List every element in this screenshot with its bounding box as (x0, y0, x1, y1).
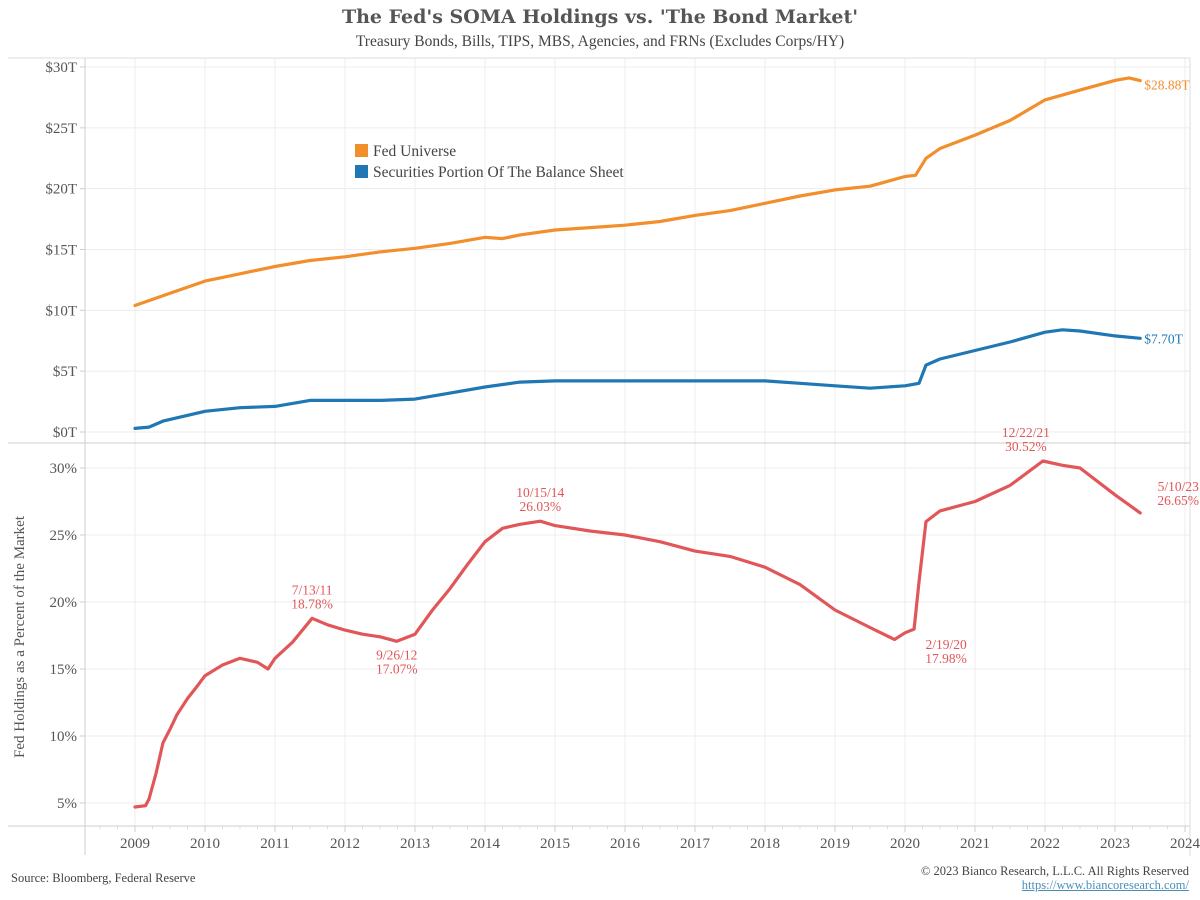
y-tick-label-top: $10T (45, 303, 77, 319)
annotation-value: 17.07% (376, 661, 418, 676)
y-tick-label-top: $15T (45, 243, 77, 259)
y-tick-label-top: $25T (45, 121, 77, 137)
source-note: Source: Bloomberg, Federal Reserve (11, 871, 196, 885)
x-tick-label: 2017 (680, 836, 711, 852)
x-tick-label: 2020 (890, 836, 920, 852)
annotation-date: 9/26/12 (376, 647, 417, 662)
annotation-value: 26.65% (1157, 493, 1199, 508)
x-tick-label: 2018 (750, 836, 780, 852)
labels-layer: 2009 2010 2011 2012 2013 2014 2015 2016 2017 2018… (45, 60, 1200, 852)
grid-layer (85, 58, 1190, 826)
annotation-date: 12/22/21 (1002, 425, 1050, 440)
x-tick-label: 2012 (330, 836, 360, 852)
annotation-value: 26.03% (519, 499, 561, 514)
x-tick-label: 2024 (1170, 836, 1200, 852)
legend-swatch-securities (355, 165, 368, 178)
x-tick-label: 2011 (260, 836, 289, 852)
x-tick-label: 2021 (960, 836, 990, 852)
y-tick-label-bottom: 15% (50, 662, 78, 678)
x-tick-label: 2022 (1030, 836, 1060, 852)
x-tick-label: 2010 (190, 836, 220, 852)
annotation-value: 18.78% (291, 596, 333, 611)
x-tick-label: 2014 (470, 836, 501, 852)
y-tick-label-top: $20T (45, 182, 77, 198)
legend-label-securities: Securities Portion Of The Balance Sheet (373, 164, 624, 181)
annotation-date: 10/15/14 (516, 485, 564, 500)
chart-title: The Fed's SOMA Holdings vs. 'The Bond Ma… (341, 6, 859, 28)
y-tick-label-top: $30T (45, 60, 77, 76)
y-tick-label-top: $0T (53, 425, 77, 441)
y-tick-label-bottom: 30% (50, 461, 78, 477)
annotation-value: 17.98% (925, 651, 967, 666)
end-label-securities: $7.70T (1144, 331, 1183, 346)
annotation-date: 2/19/20 (925, 637, 967, 652)
copyright-block: © 2023 Bianco Research, L.L.C. All Right… (921, 864, 1189, 892)
y-tick-label-top: $5T (53, 364, 77, 380)
website-link[interactable]: https://www.biancoresearch.com/ (1021, 878, 1189, 892)
copyright-text: © 2023 Bianco Research, L.L.C. All Right… (920, 864, 1189, 878)
x-tick-label: 2015 (540, 836, 570, 852)
end-label-fed-universe: $28.88T (1144, 78, 1190, 93)
series-line-securities (133, 328, 1142, 430)
y-tick-label-bottom: 5% (57, 796, 77, 812)
y-axis-label-bottom: Fed Holdings as a Percent of the Market (12, 515, 28, 758)
chart-subtitle: Treasury Bonds, Bills, TIPS, MBS, Agenci… (355, 33, 845, 50)
x-tick-label: 2013 (400, 836, 430, 852)
x-tick-label: 2019 (820, 836, 850, 852)
annotation-date: 7/13/11 (292, 582, 333, 597)
annotation-value: 30.52% (1005, 439, 1047, 454)
legend-swatch-fed-universe (355, 144, 368, 157)
x-tick-label: 2016 (610, 836, 641, 852)
x-tick-label: 2023 (1100, 836, 1130, 852)
legend: Fed Universe Securities Portion Of The B… (355, 143, 624, 181)
series-line-fed-universe (133, 76, 1142, 308)
y-tick-label-bottom: 10% (50, 729, 78, 745)
y-tick-label-bottom: 25% (50, 528, 78, 544)
annotation-date: 5/10/23 (1158, 479, 1200, 494)
series-layer (133, 76, 1142, 809)
y-tick-label-bottom: 20% (50, 595, 78, 611)
series-line-percent (133, 459, 1142, 809)
axes-layer (8, 57, 1191, 856)
legend-label-fed-universe: Fed Universe (373, 143, 456, 160)
x-tick-label: 2009 (120, 836, 150, 852)
